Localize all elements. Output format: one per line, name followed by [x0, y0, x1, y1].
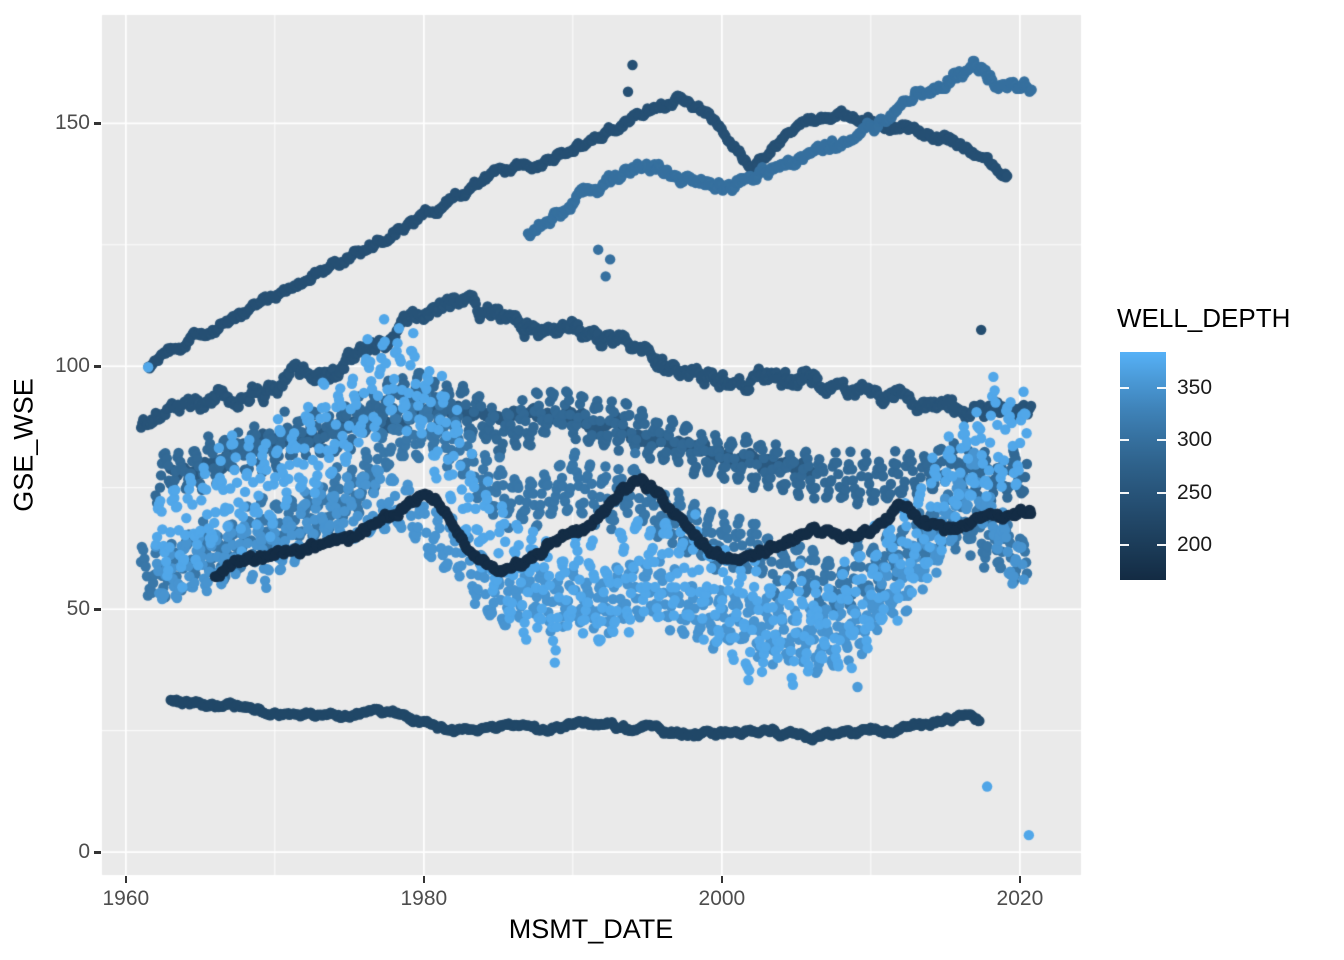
- legend-tick-label: 250: [1177, 480, 1213, 504]
- legend-colorbar-tick: [1120, 491, 1129, 494]
- x-axis-tick-mark: [1018, 876, 1022, 883]
- x-axis-title: MSMT_DATE: [508, 914, 674, 944]
- y-tick-label: 150: [54, 111, 90, 135]
- legend-colorbar-tick: [1157, 387, 1166, 390]
- legend-colorbar: [1120, 352, 1166, 580]
- legend-colorbar-tick: [1157, 439, 1166, 442]
- y-axis-tick-mark: [94, 122, 101, 125]
- x-tick-label: 1980: [400, 887, 448, 910]
- legend-colorbar-tick: [1120, 387, 1129, 390]
- y-axis-tick-mark: [94, 851, 101, 854]
- y-axis-tick-mark: [94, 365, 101, 368]
- y-axis-title: GSE_WSE: [8, 378, 39, 512]
- x-axis-tick-mark: [720, 876, 724, 883]
- legend-title: WELL_DEPTH: [1117, 303, 1291, 333]
- legend-colorbar-tick: [1120, 439, 1129, 442]
- legend-colorbar-tick: [1120, 543, 1129, 546]
- x-tick-label: 2020: [996, 887, 1044, 910]
- y-axis-tick-mark: [94, 608, 101, 611]
- y-tick-label: 50: [66, 597, 90, 621]
- y-tick-label: 100: [54, 354, 90, 378]
- legend-tick-label: 300: [1177, 428, 1213, 452]
- legend-tick-label: 200: [1177, 532, 1213, 556]
- y-tick-label: 0: [78, 840, 90, 864]
- x-tick-label: 1960: [102, 887, 150, 910]
- x-axis-tick-mark: [422, 876, 426, 883]
- x-tick-label: 2000: [698, 887, 746, 910]
- legend-tick-label: 350: [1177, 376, 1213, 400]
- legend-colorbar-tick: [1157, 543, 1166, 546]
- legend-colorbar-tick: [1157, 491, 1166, 494]
- x-axis-tick-mark: [124, 876, 128, 883]
